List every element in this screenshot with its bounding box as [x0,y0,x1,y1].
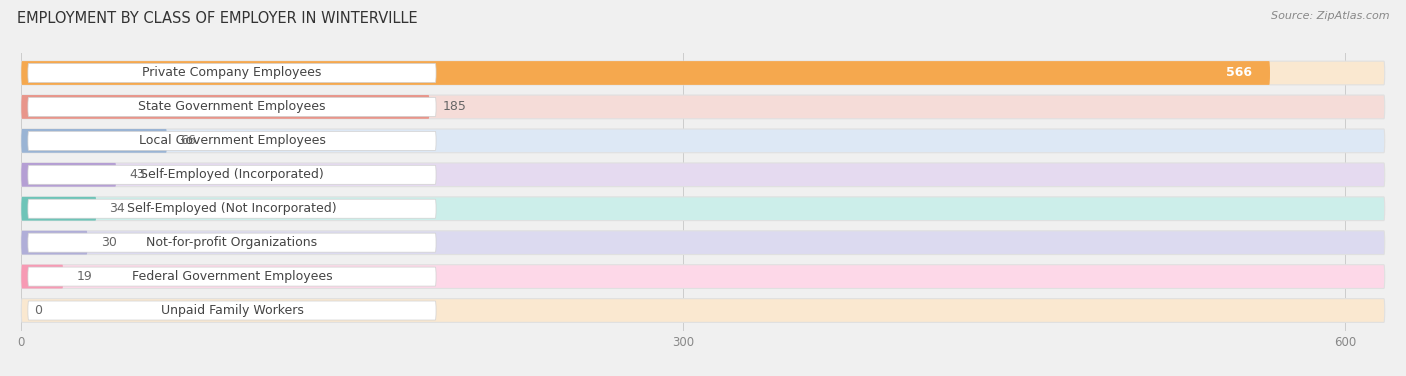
FancyBboxPatch shape [21,231,1385,255]
Text: 185: 185 [443,100,467,114]
Text: 43: 43 [129,168,145,181]
FancyBboxPatch shape [21,265,63,288]
Text: Not-for-profit Organizations: Not-for-profit Organizations [146,236,318,249]
Text: EMPLOYMENT BY CLASS OF EMPLOYER IN WINTERVILLE: EMPLOYMENT BY CLASS OF EMPLOYER IN WINTE… [17,11,418,26]
Text: Self-Employed (Not Incorporated): Self-Employed (Not Incorporated) [127,202,337,215]
Text: 566: 566 [1226,67,1253,79]
FancyBboxPatch shape [21,197,1385,221]
Text: 30: 30 [101,236,117,249]
FancyBboxPatch shape [21,129,167,153]
FancyBboxPatch shape [28,199,436,218]
Text: Federal Government Employees: Federal Government Employees [132,270,332,283]
FancyBboxPatch shape [21,197,96,221]
FancyBboxPatch shape [28,267,436,286]
FancyBboxPatch shape [21,299,1385,322]
FancyBboxPatch shape [21,129,1385,153]
Text: Source: ZipAtlas.com: Source: ZipAtlas.com [1271,11,1389,21]
FancyBboxPatch shape [21,265,1385,288]
Text: 66: 66 [180,134,195,147]
FancyBboxPatch shape [28,165,436,184]
Text: 34: 34 [110,202,125,215]
Text: 19: 19 [76,270,93,283]
FancyBboxPatch shape [28,64,436,82]
FancyBboxPatch shape [21,231,87,255]
FancyBboxPatch shape [21,163,1385,186]
FancyBboxPatch shape [21,163,117,186]
Text: State Government Employees: State Government Employees [138,100,326,114]
FancyBboxPatch shape [28,301,436,320]
Text: Self-Employed (Incorporated): Self-Employed (Incorporated) [141,168,323,181]
FancyBboxPatch shape [21,95,429,119]
Text: Unpaid Family Workers: Unpaid Family Workers [160,304,304,317]
Text: Private Company Employees: Private Company Employees [142,67,322,79]
FancyBboxPatch shape [21,61,1385,85]
Text: Local Government Employees: Local Government Employees [139,134,325,147]
FancyBboxPatch shape [28,131,436,150]
Text: 0: 0 [35,304,42,317]
FancyBboxPatch shape [28,97,436,117]
FancyBboxPatch shape [21,95,1385,119]
FancyBboxPatch shape [21,61,1270,85]
FancyBboxPatch shape [28,233,436,252]
